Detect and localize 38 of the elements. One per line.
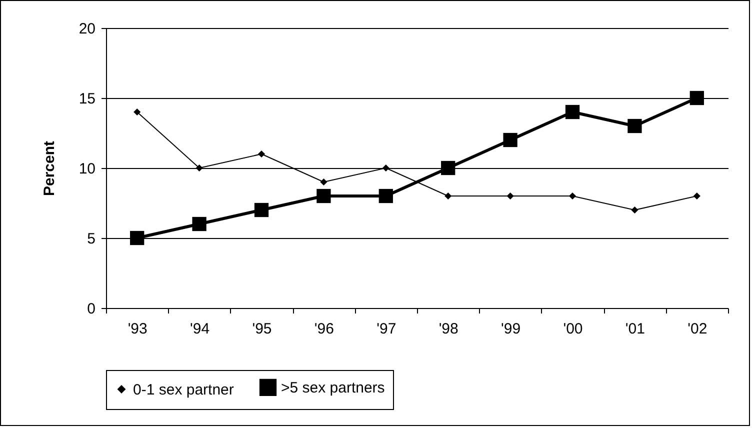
x-tick-label: '93 bbox=[128, 320, 148, 338]
point bbox=[631, 206, 638, 214]
legend-label: 0-1 sex partner bbox=[133, 381, 234, 398]
x-tick-label: '00 bbox=[563, 320, 583, 338]
point bbox=[130, 230, 144, 246]
y-tick-label: 15 bbox=[78, 90, 96, 108]
y-axis-title: Percent bbox=[40, 140, 58, 196]
x-tick-label: '99 bbox=[501, 320, 521, 338]
point bbox=[690, 90, 704, 106]
point bbox=[693, 192, 700, 200]
point bbox=[628, 118, 642, 134]
point bbox=[378, 188, 393, 204]
point bbox=[192, 216, 206, 232]
x-tick-label: '96 bbox=[314, 320, 334, 338]
y-tick-label: 10 bbox=[78, 160, 96, 178]
x-tick-label: '95 bbox=[252, 320, 272, 338]
x-tick-label: '01 bbox=[625, 320, 645, 338]
point bbox=[441, 160, 456, 176]
point bbox=[444, 192, 452, 200]
y-tick-label: 5 bbox=[87, 230, 96, 248]
point bbox=[196, 164, 203, 172]
x-tick-label: '02 bbox=[688, 320, 708, 338]
x-tick-label: '94 bbox=[190, 320, 210, 338]
point bbox=[320, 178, 328, 186]
point bbox=[382, 164, 390, 172]
legend-label: >5 sex partners bbox=[281, 379, 385, 396]
point bbox=[568, 192, 576, 200]
point bbox=[258, 150, 266, 158]
x-tick-label: '98 bbox=[438, 320, 458, 338]
y-tick-label: 0 bbox=[87, 300, 96, 318]
point bbox=[254, 202, 269, 218]
y-tick-label: 20 bbox=[78, 20, 96, 38]
point bbox=[134, 108, 141, 116]
point bbox=[503, 132, 518, 148]
point bbox=[506, 192, 514, 200]
point bbox=[565, 104, 580, 120]
point bbox=[316, 188, 331, 204]
x-tick-label: '97 bbox=[376, 320, 396, 338]
